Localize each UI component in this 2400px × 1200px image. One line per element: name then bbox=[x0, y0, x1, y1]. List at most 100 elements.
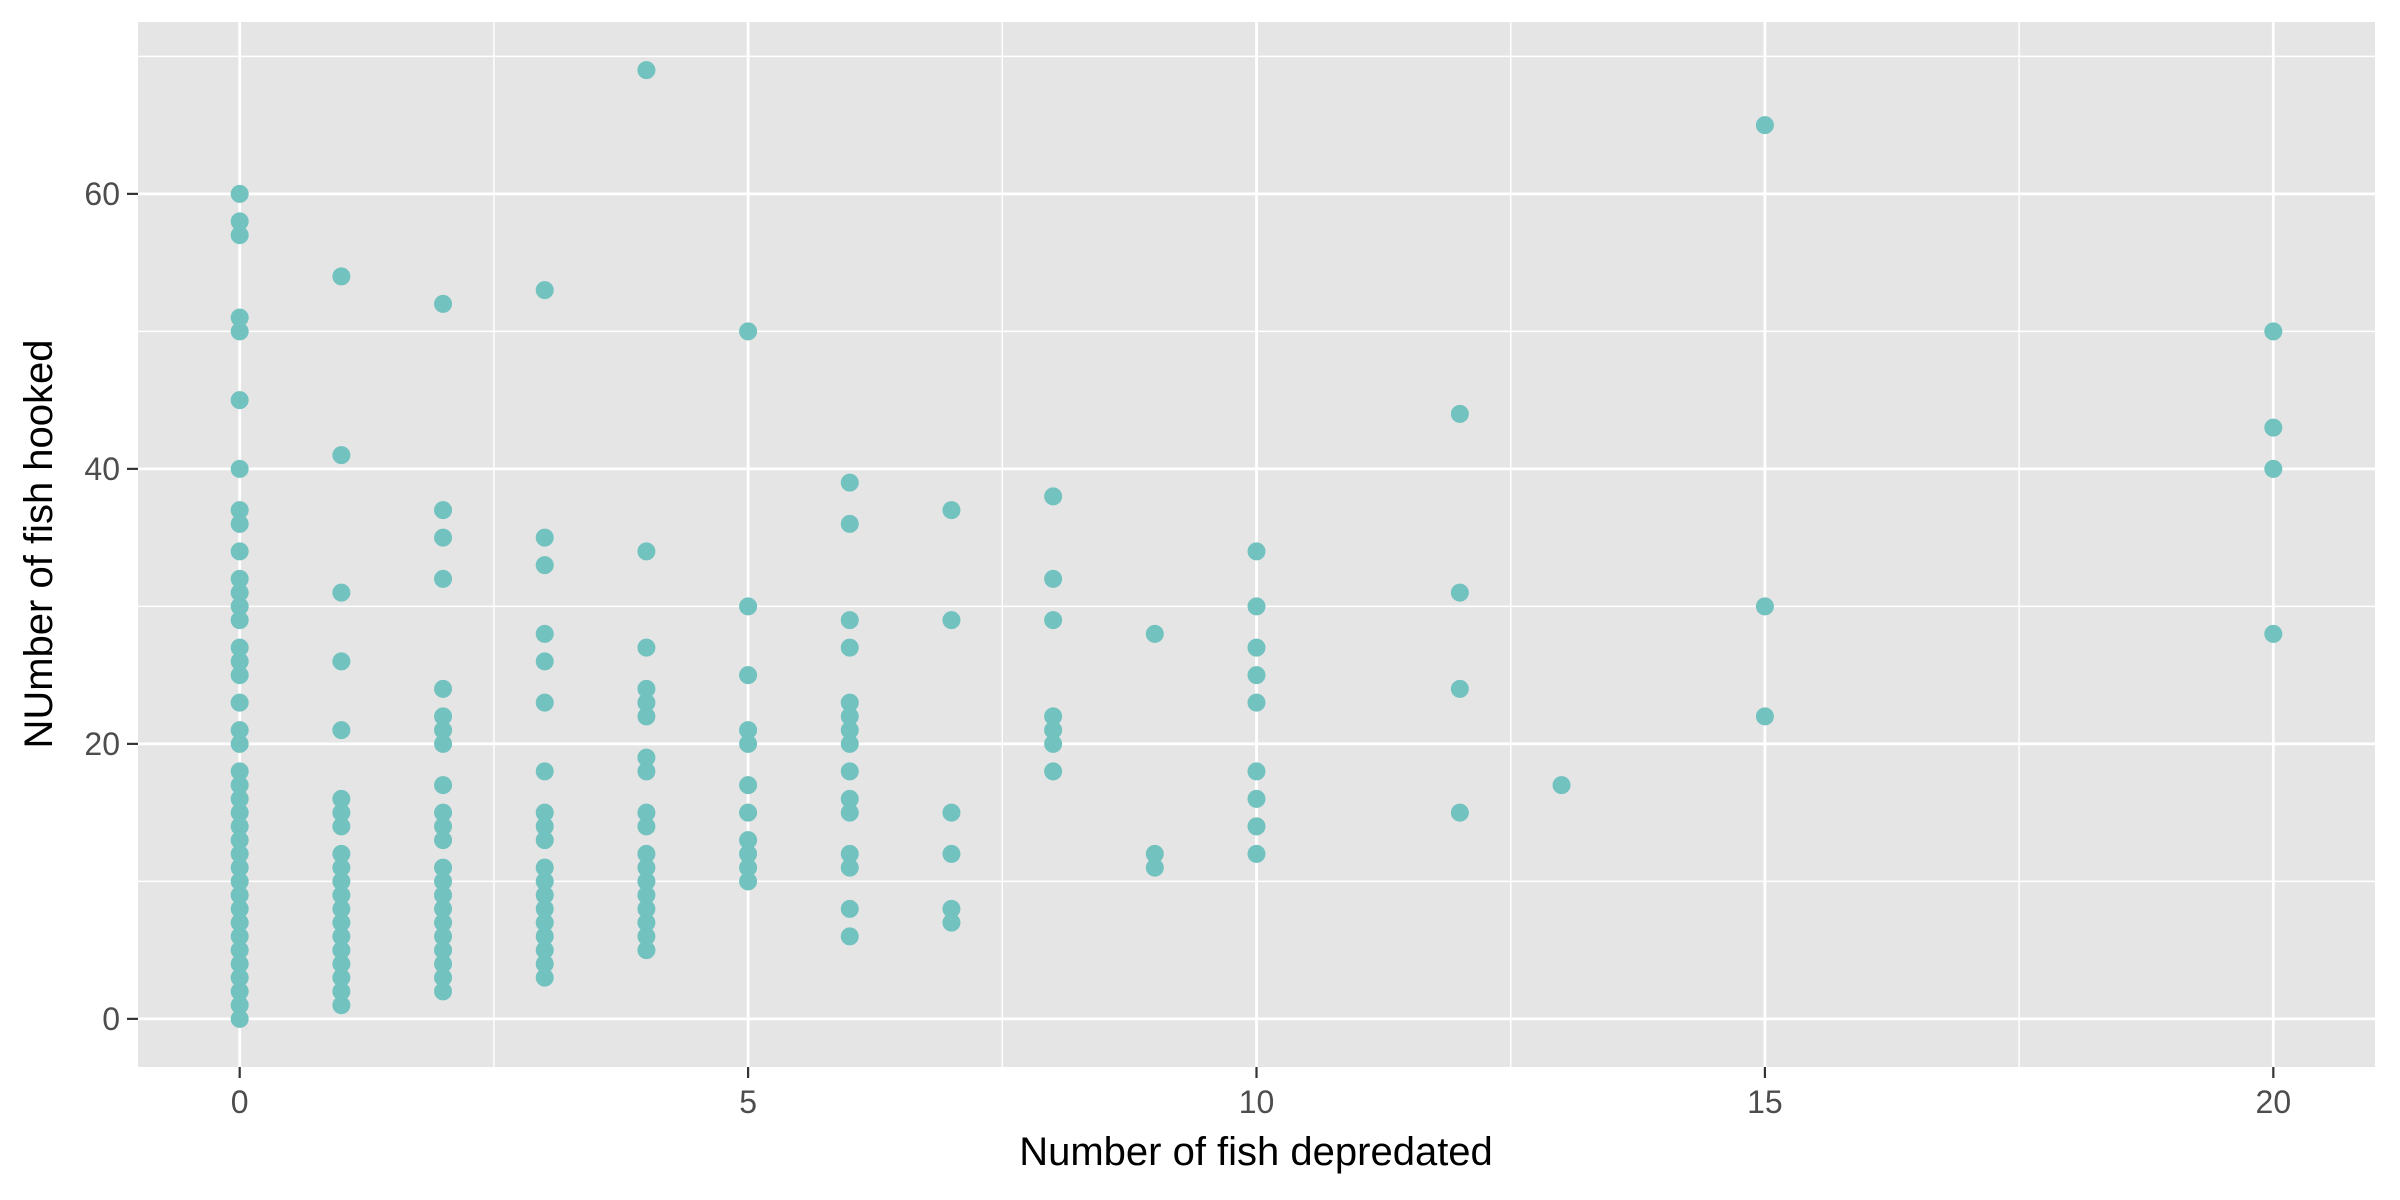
data-point bbox=[1044, 707, 1063, 726]
data-point bbox=[332, 927, 351, 946]
tick-labels: 0 5 10 15 20 0 20 40 60 bbox=[84, 176, 2291, 1120]
x-tick-label: 10 bbox=[1239, 1084, 1275, 1120]
data-point bbox=[637, 762, 656, 781]
data-point bbox=[942, 844, 961, 863]
data-point bbox=[535, 872, 554, 891]
data-point bbox=[434, 899, 453, 918]
data-point bbox=[434, 941, 453, 960]
data-point bbox=[535, 624, 554, 643]
data-point bbox=[1450, 679, 1469, 698]
y-tick-label: 40 bbox=[84, 451, 120, 487]
data-point bbox=[840, 803, 859, 822]
data-point bbox=[230, 996, 249, 1015]
data-point bbox=[637, 913, 656, 932]
data-point bbox=[840, 762, 859, 781]
data-point bbox=[1450, 583, 1469, 602]
data-point bbox=[434, 679, 453, 698]
data-point bbox=[637, 899, 656, 918]
data-point bbox=[637, 61, 656, 80]
data-point bbox=[942, 913, 961, 932]
data-point bbox=[332, 446, 351, 465]
data-point bbox=[1247, 542, 1266, 561]
x-axis-title: Number of fish depredated bbox=[1019, 1130, 1493, 1174]
data-point bbox=[1247, 789, 1266, 808]
data-point bbox=[535, 941, 554, 960]
data-point bbox=[230, 611, 249, 630]
data-point bbox=[434, 734, 453, 753]
data-point bbox=[637, 679, 656, 698]
data-point bbox=[434, 886, 453, 905]
data-point bbox=[230, 927, 249, 946]
data-point bbox=[637, 927, 656, 946]
data-point bbox=[230, 954, 249, 973]
data-point bbox=[1044, 721, 1063, 740]
data-point bbox=[230, 941, 249, 960]
data-point bbox=[535, 899, 554, 918]
data-point bbox=[1044, 734, 1063, 753]
data-point bbox=[434, 803, 453, 822]
data-point bbox=[434, 569, 453, 588]
data-point bbox=[434, 721, 453, 740]
data-point bbox=[739, 322, 758, 341]
data-point bbox=[230, 803, 249, 822]
x-tick-label: 5 bbox=[739, 1084, 757, 1120]
data-point bbox=[230, 734, 249, 753]
data-point bbox=[434, 707, 453, 726]
data-point bbox=[230, 583, 249, 602]
data-point bbox=[230, 459, 249, 478]
data-point bbox=[1247, 844, 1266, 863]
data-point bbox=[230, 776, 249, 795]
data-point bbox=[332, 583, 351, 602]
data-point bbox=[1247, 693, 1266, 712]
data-point bbox=[739, 844, 758, 863]
data-point bbox=[230, 638, 249, 657]
data-point bbox=[535, 831, 554, 850]
data-point bbox=[332, 899, 351, 918]
data-point bbox=[739, 666, 758, 685]
data-point bbox=[535, 556, 554, 575]
data-point bbox=[230, 212, 249, 231]
data-point bbox=[332, 803, 351, 822]
data-point bbox=[739, 803, 758, 822]
data-point bbox=[230, 226, 249, 245]
data-point bbox=[434, 872, 453, 891]
data-point bbox=[230, 652, 249, 671]
data-point bbox=[230, 899, 249, 918]
data-point bbox=[739, 597, 758, 616]
data-point bbox=[637, 707, 656, 726]
data-point bbox=[332, 954, 351, 973]
data-point bbox=[332, 941, 351, 960]
data-point bbox=[637, 817, 656, 836]
data-point bbox=[637, 886, 656, 905]
data-point bbox=[230, 886, 249, 905]
data-point bbox=[434, 528, 453, 547]
data-point bbox=[535, 954, 554, 973]
data-point bbox=[230, 542, 249, 561]
data-point bbox=[2264, 418, 2283, 437]
data-point bbox=[942, 803, 961, 822]
data-point bbox=[230, 308, 249, 327]
data-point bbox=[840, 858, 859, 877]
data-point bbox=[840, 899, 859, 918]
data-point bbox=[332, 982, 351, 1001]
data-point bbox=[230, 831, 249, 850]
data-point bbox=[1145, 844, 1164, 863]
data-point bbox=[434, 968, 453, 987]
data-point bbox=[230, 391, 249, 410]
data-point bbox=[2264, 459, 2283, 478]
data-point bbox=[434, 294, 453, 313]
data-point bbox=[637, 638, 656, 657]
data-point bbox=[230, 762, 249, 781]
data-point bbox=[434, 954, 453, 973]
data-point bbox=[739, 831, 758, 850]
data-point bbox=[1247, 638, 1266, 657]
data-point bbox=[840, 638, 859, 657]
data-point bbox=[230, 514, 249, 533]
axis-ticks bbox=[127, 192, 2275, 1078]
data-point bbox=[434, 913, 453, 932]
data-point bbox=[1145, 858, 1164, 877]
data-point bbox=[230, 184, 249, 203]
data-point bbox=[637, 941, 656, 960]
data-point bbox=[535, 693, 554, 712]
data-point bbox=[332, 858, 351, 877]
